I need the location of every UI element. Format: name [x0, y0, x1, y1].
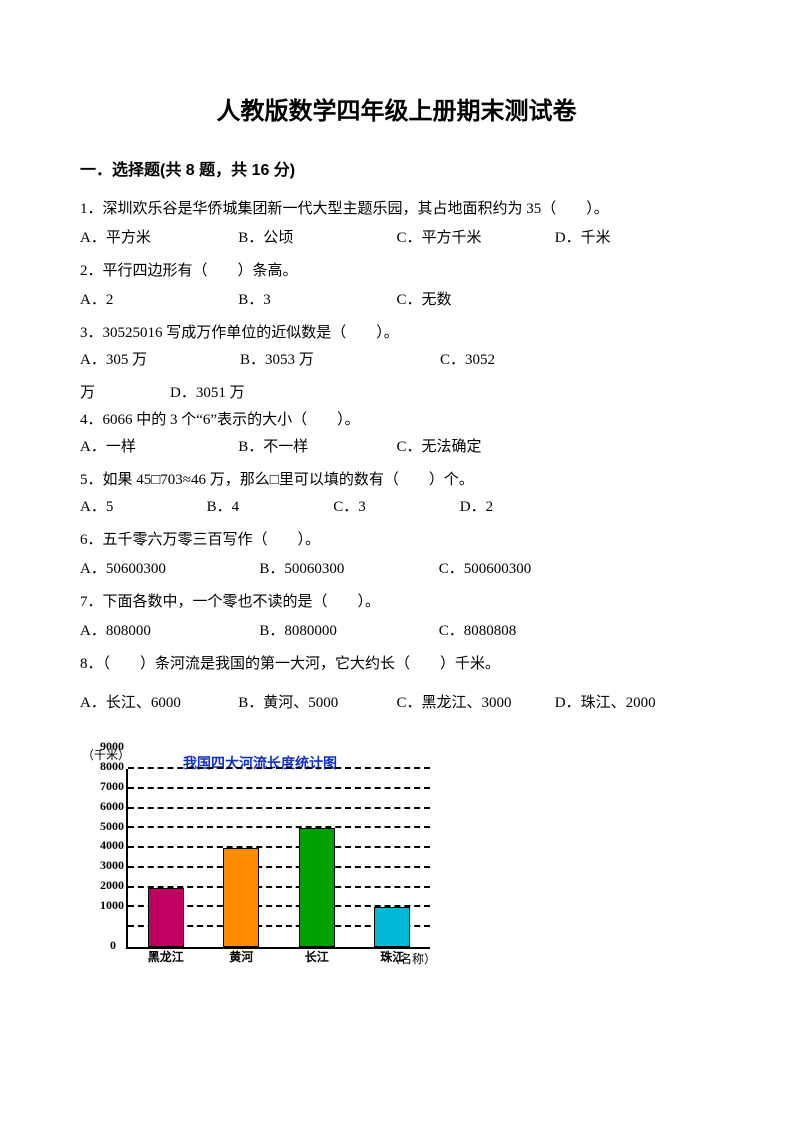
q2-optC: C．无数 [397, 287, 555, 314]
q1-optD: D．千米 [555, 225, 713, 252]
q1-optC: C．平方千米 [397, 225, 555, 252]
q5-optB: B．4 [207, 494, 334, 521]
q6-text: 6．五千零六万零三百写作（ ）。 [80, 527, 713, 554]
q3-line2: A．305 万 B．3053 万 C．3052 [80, 347, 713, 374]
q4-optC: C．无法确定 [397, 434, 555, 461]
q4-options: A．一样 B．不一样 C．无法确定 [80, 434, 555, 461]
tick-label: 2000 [84, 875, 124, 897]
q2-options: A．2 B．3 C．无数 [80, 287, 555, 314]
q7-optC: C．8080808 [439, 618, 618, 645]
category-label: 黑龙江 [148, 947, 184, 969]
tick-label: 3000 [84, 855, 124, 877]
chart-axis-area: 0 100020003000400050006000700080009000黑龙… [126, 769, 430, 949]
bar-长江 [299, 828, 335, 947]
tick-label: 7000 [84, 776, 124, 798]
q7-options: A．808000 B．8080000 C．8080808 [80, 618, 618, 645]
q1-optB: B．公顷 [238, 225, 396, 252]
q8-optA: A．长江、6000 [80, 690, 238, 717]
tick-label: 9000 [84, 737, 124, 759]
category-label: 黄河 [229, 947, 253, 969]
page-title: 人教版数学四年级上册期末测试卷 [80, 90, 713, 133]
exam-page: 人教版数学四年级上册期末测试卷 一．选择题(共 8 题，共 16 分) 1．深圳… [0, 0, 793, 1122]
bar-黑龙江 [148, 888, 184, 947]
q3-optC: C．3052 [440, 347, 495, 374]
tick-label: 5000 [84, 816, 124, 838]
tick-label: 6000 [84, 796, 124, 818]
tick-label: 1000 [84, 895, 124, 917]
q7-optB: B．8080000 [259, 618, 438, 645]
river-chart: （千米） 我国四大河流长度统计图 0 100020003000400050006… [80, 747, 440, 977]
q1-text: 1．深圳欢乐谷是华侨城集团新一代大型主题乐园，其占地面积约为 35（ ）。 [80, 196, 713, 223]
gridline [128, 826, 430, 828]
q8-optD: D．珠江、2000 [555, 690, 713, 717]
chart-xlabel: （名称） [388, 949, 436, 971]
q4-optA: A．一样 [80, 434, 238, 461]
category-label: 长江 [305, 947, 329, 969]
q8-options: A．长江、6000 B．黄河、5000 C．黑龙江、3000 D．珠江、2000 [80, 690, 713, 717]
q3-optB: B．3053 万 [240, 347, 440, 374]
q2-optB: B．3 [238, 287, 396, 314]
q5-optA: A．5 [80, 494, 207, 521]
q7-text: 7．下面各数中，一个零也不读的是（ ）。 [80, 589, 713, 616]
q6-options: A．50600300 B．50060300 C．500600300 [80, 556, 618, 583]
gridline [128, 866, 430, 868]
q8-optB: B．黄河、5000 [238, 690, 396, 717]
q5-options: A．5 B．4 C．3 D．2 [80, 494, 586, 521]
tick-0: 0 [110, 935, 116, 957]
gridline [128, 846, 430, 848]
gridline [128, 787, 430, 789]
q5-optD: D．2 [460, 494, 587, 521]
q7-optA: A．808000 [80, 618, 259, 645]
q3-line1: 3．30525016 写成万作单位的近似数是（ ）。 [80, 320, 713, 347]
q4-optB: B．不一样 [238, 434, 396, 461]
section-heading: 一．选择题(共 8 题，共 16 分) [80, 157, 713, 186]
q6-optB: B．50060300 [259, 556, 438, 583]
q8-optC: C．黑龙江、3000 [397, 690, 555, 717]
gridline [128, 767, 430, 769]
spacer [80, 680, 713, 690]
tick-label: 4000 [84, 835, 124, 857]
bar-珠江 [374, 907, 410, 947]
gridline [128, 807, 430, 809]
q3-optA: A．305 万 [80, 347, 240, 374]
q2-text: 2．平行四边形有（ ）条高。 [80, 258, 713, 285]
q5-text: 5．如果 45□703≈46 万，那么□里可以填的数有（ ）个。 [80, 467, 713, 494]
q6-optC: C．500600300 [439, 556, 618, 583]
q1-optA: A．平方米 [80, 225, 238, 252]
tick-label: 8000 [84, 756, 124, 778]
q3-line3: 万 D．3051 万 [80, 380, 713, 407]
q2-optA: A．2 [80, 287, 238, 314]
chart-box: （千米） 我国四大河流长度统计图 0 100020003000400050006… [80, 747, 440, 977]
q5-optC: C．3 [333, 494, 460, 521]
bar-黄河 [223, 848, 259, 947]
q1-options: A．平方米 B．公顷 C．平方千米 D．千米 [80, 225, 713, 252]
q8-text: 8．（ ）条河流是我国的第一大河，它大约长（ ）千米。 [80, 651, 713, 678]
q4-text: 4．6066 中的 3 个“6”表示的大小（ ）。 [80, 407, 713, 434]
q6-optA: A．50600300 [80, 556, 259, 583]
